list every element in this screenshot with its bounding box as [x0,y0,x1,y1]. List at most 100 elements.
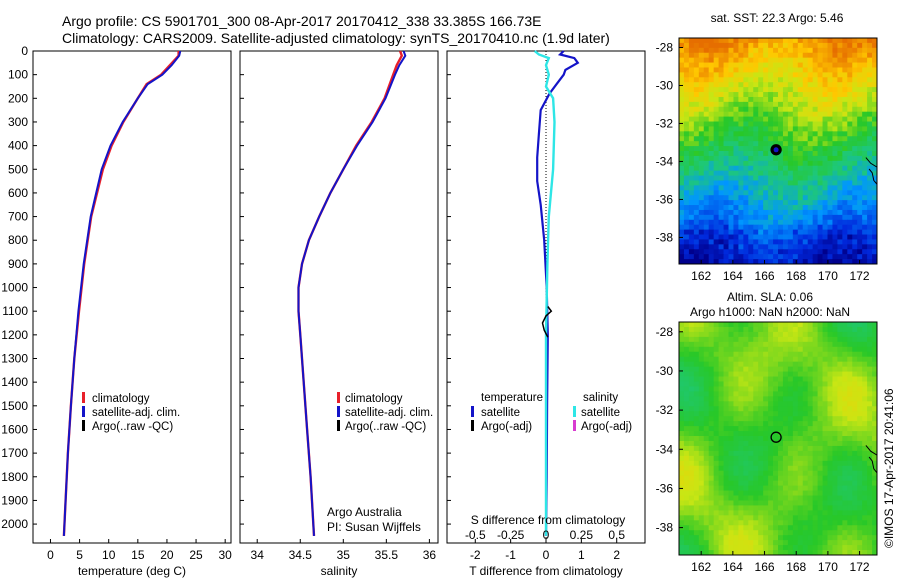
map-cell [802,505,809,511]
map-cell [743,475,749,482]
map-cell [683,336,690,343]
map-cell [743,445,749,452]
map-cell [797,455,804,462]
map-cell [847,141,853,147]
map-cell [763,376,769,382]
map-cell [797,205,804,211]
map-cell [782,520,789,526]
map-cell [753,254,759,260]
map-cell [827,406,833,412]
map-cell [852,455,858,462]
map-cell [842,475,848,482]
map-cell [787,52,794,59]
map-cell [802,406,809,412]
map-cell [703,239,710,245]
map-cell [792,195,799,201]
map-cell [728,185,734,191]
map-cell [768,371,774,377]
map-cell [797,421,804,427]
map-cell [792,160,799,167]
lat-tick-label: -34 [656,154,674,168]
map-cell [679,72,685,78]
map-cell [728,336,734,343]
map-cell [822,500,828,506]
map-cell [768,505,774,511]
map-cell [723,219,729,226]
map-cell [832,326,838,333]
map-cell [778,326,784,333]
map-cell [773,106,779,113]
map-cell [807,254,814,260]
map-cell [743,391,749,397]
map-cell [743,416,749,422]
map-cell [797,111,804,118]
map-cell [857,485,863,491]
map-cell [703,111,710,118]
map-cell [679,209,685,216]
map-cell [738,431,744,437]
map-cell [753,326,759,333]
map-cell [753,249,759,255]
map-cell [743,175,749,181]
sla-map-frame [678,321,878,556]
map-cell [867,550,873,556]
map-cell [837,67,843,73]
map-cell [679,249,685,255]
map-cell [693,401,700,407]
map-cell [817,366,823,372]
map-cell [713,87,719,93]
map-cell [718,254,724,260]
map-cell [782,535,789,541]
map-cell [683,234,690,240]
map-cell [688,131,695,137]
map-cell [847,77,853,83]
map-cell [733,525,739,531]
depth-tick-label: 1100 [2,304,28,318]
map-cell [773,239,779,245]
map-cell [827,209,833,216]
map-cell [738,77,744,83]
map-cell [842,361,848,368]
map-cell [842,450,848,457]
map-cell [753,87,759,93]
map-cell [782,259,789,265]
map-cell [743,87,749,93]
map-cell [872,146,878,152]
map-cell [738,170,744,176]
map-cell [688,455,695,462]
map-cell [753,450,759,457]
map-cell [753,185,759,191]
map-cell [822,82,828,88]
map-cell [753,219,759,226]
map-cell [688,209,695,216]
map-cell [857,386,863,392]
map-cell [773,336,779,343]
map-cell [807,209,814,216]
map-cell [842,180,848,186]
map-cell [842,535,848,541]
map-cell [688,371,695,377]
map-cell [862,480,868,486]
map-cell [792,224,799,231]
depth-tick-label: 1500 [1,399,28,413]
map-cell [832,214,838,221]
map-cell [763,436,769,442]
map-cell [708,500,715,506]
map-cell [827,530,833,536]
map-cell [862,254,868,260]
map-cell [787,106,794,113]
map-cell [787,92,794,98]
map-cell [807,361,814,368]
map-cell [698,411,705,417]
map-cell [703,411,710,417]
map-cell [753,440,759,447]
map-cell [763,545,769,551]
map-cell [782,346,789,353]
map-cell [842,326,848,333]
map-cell [837,480,843,486]
map-cell [852,205,858,211]
map-cell [872,259,878,265]
map-cell [842,336,848,343]
map-cell [827,249,833,255]
map-cell [693,470,700,477]
